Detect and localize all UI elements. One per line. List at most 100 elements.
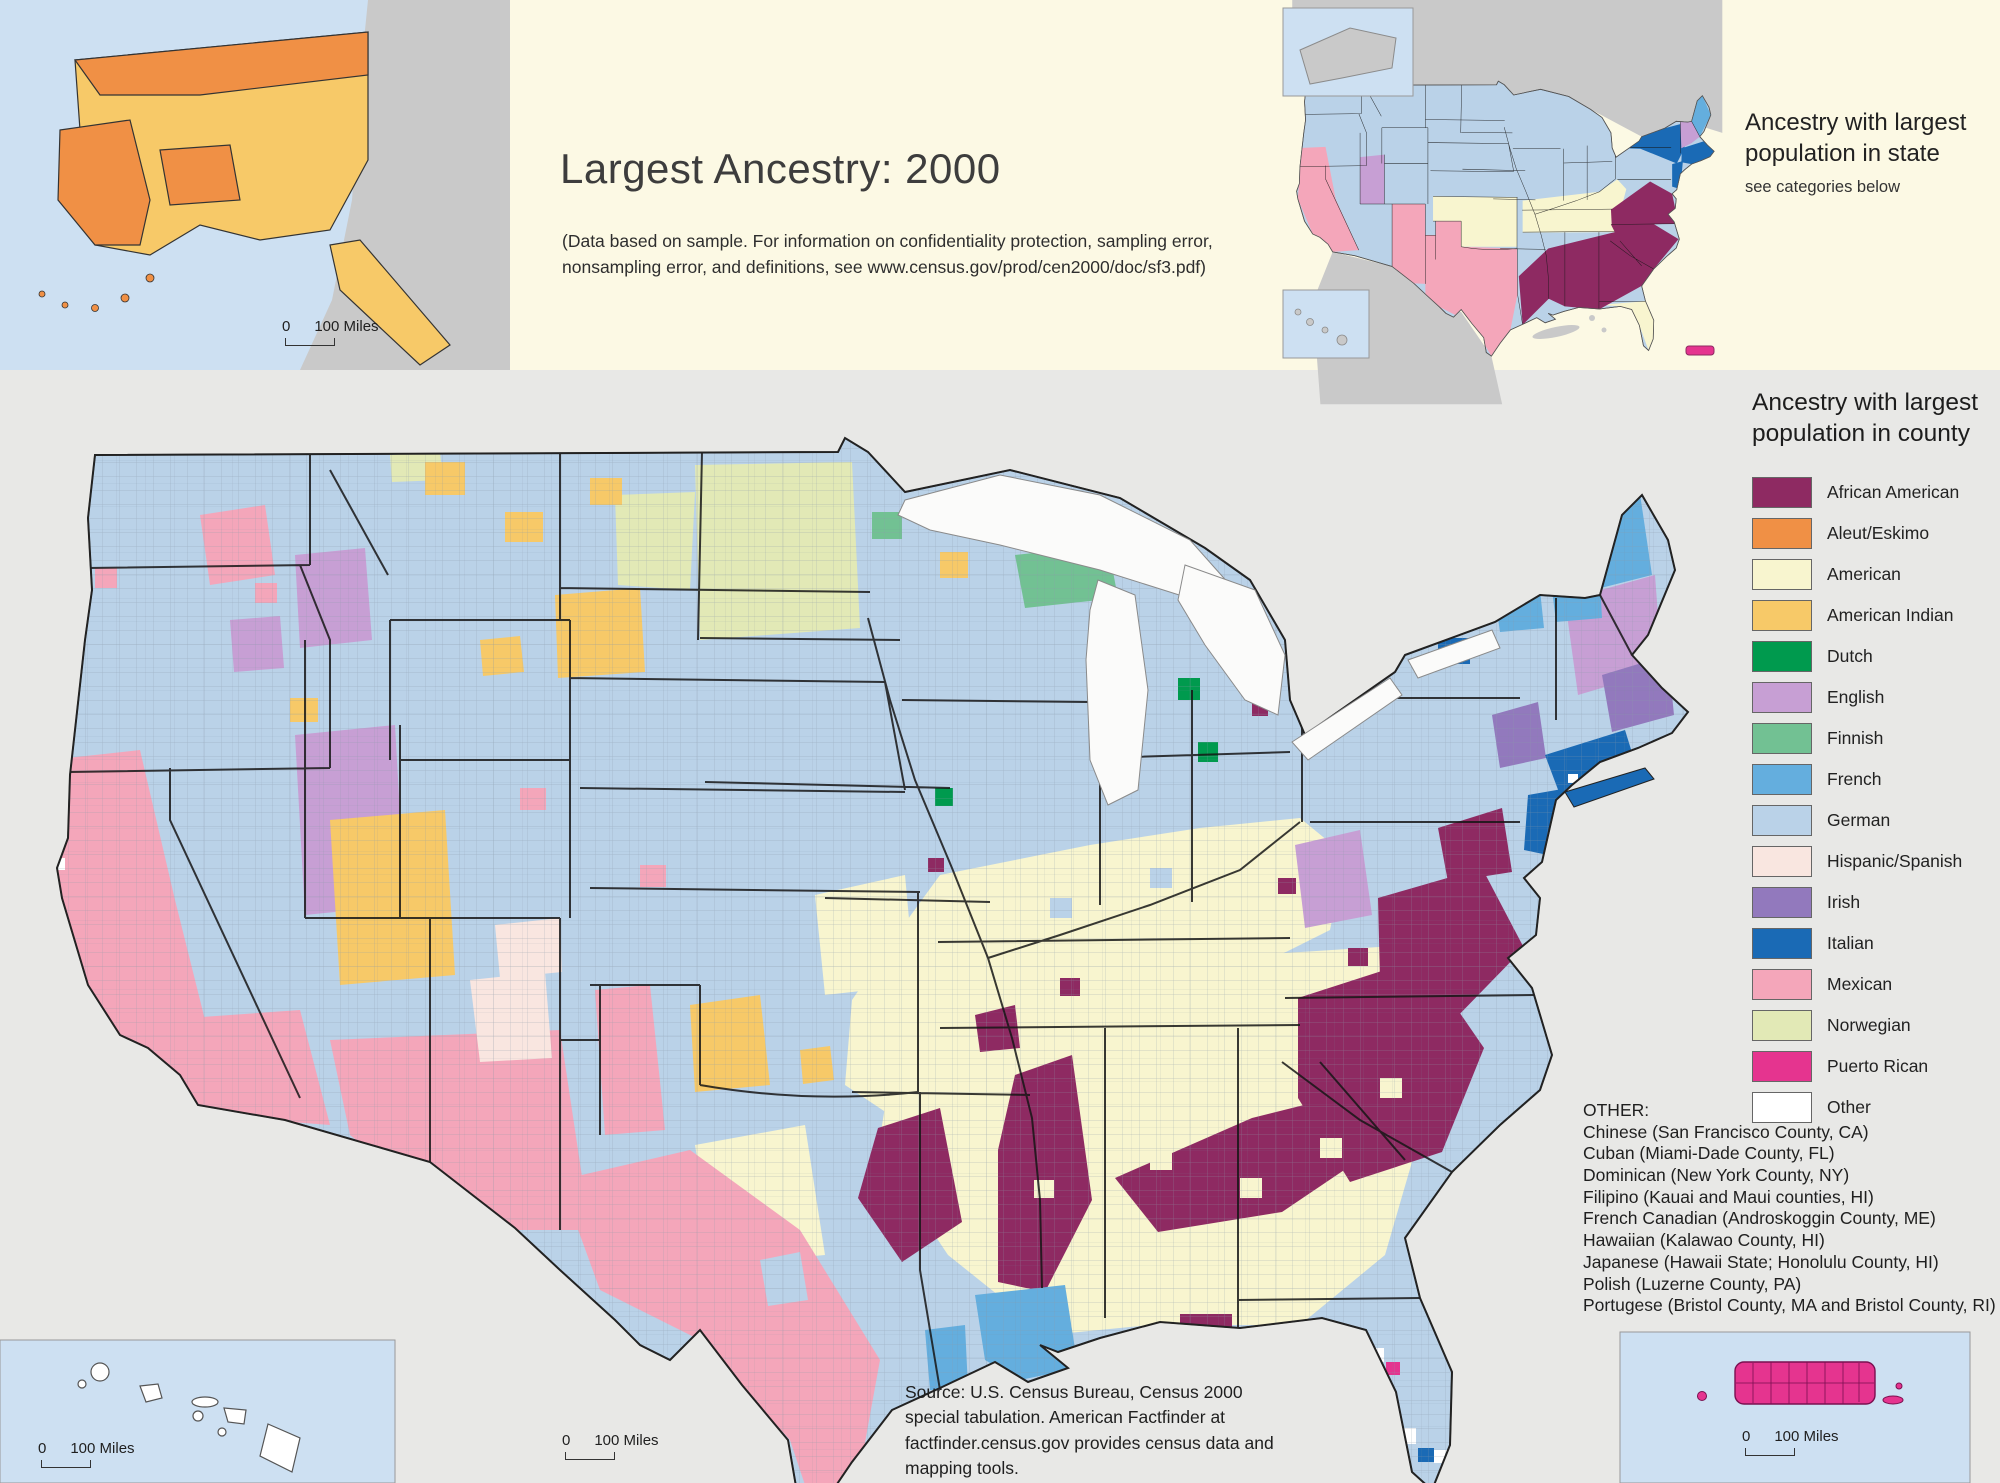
scale-miles: 100 Miles: [70, 1440, 135, 1457]
other-note-line: Filipino (Kauai and Maui counties, HI): [1583, 1186, 1874, 1207]
other-note-line: Portugese (Bristol County, MA and Bristo…: [1583, 1295, 1996, 1316]
legend-entry: Hispanic/Spanish: [1752, 841, 1998, 882]
legend-label: Aleut/Eskimo: [1827, 522, 1930, 543]
lake-erie: [1291, 677, 1403, 761]
legend-entry: Italian: [1752, 923, 1998, 964]
scale-tick: [565, 1452, 615, 1460]
legend-entry: Aleut/Eskimo: [1752, 513, 1998, 554]
county-legend-entries: African American Aleut/Eskimo American A…: [1752, 472, 1998, 1128]
other-note-heading: OTHER:: [1583, 1100, 1650, 1120]
state-level-mini-map: [1282, 0, 1723, 405]
great-lakes: [897, 474, 1501, 806]
legend-swatch: [1752, 517, 1812, 549]
legend-label: Mexican: [1827, 973, 1893, 994]
legend-swatch: [1752, 1091, 1812, 1123]
scale-tick: [1745, 1448, 1795, 1456]
legend-label: Irish: [1827, 891, 1861, 912]
puerto-rico-islets: [1697, 1382, 1904, 1405]
legend-entry: German: [1752, 800, 1998, 841]
legend-label: African American: [1827, 481, 1960, 502]
lake-ontario: [1407, 629, 1501, 679]
scale-zero: 0: [562, 1432, 571, 1449]
alaska-north-slope: [73, 31, 369, 96]
legend-entry: Irish: [1752, 882, 1998, 923]
legend-swatch: [1752, 640, 1812, 672]
hawaii-inset-map: [0, 1339, 396, 1483]
scale-bar-main: 0 100 Miles: [562, 1432, 659, 1460]
other-note-line: Japanese (Hawaii State; Honolulu County,…: [1583, 1251, 1939, 1272]
legend-label: Dutch: [1827, 645, 1873, 666]
legend-label: American: [1827, 563, 1901, 584]
legend-swatch: [1752, 1050, 1812, 1082]
page-title: Largest Ancestry: 2000: [560, 145, 1001, 192]
legend-label: Norwegian: [1827, 1014, 1911, 1035]
legend-entry: Finnish: [1752, 718, 1998, 759]
scale-bar-puerto-rico: 0 100 Miles: [1742, 1428, 1839, 1456]
mini-alaska: [1299, 27, 1397, 85]
scale-tick: [285, 338, 335, 346]
legend-swatch: [1752, 968, 1812, 1000]
legend-swatch: [1752, 886, 1812, 918]
legend-entry: American: [1752, 554, 1998, 595]
legend-label: Hispanic/Spanish: [1827, 850, 1963, 871]
other-note-line: French Canadian (Androskoggin County, ME…: [1583, 1208, 1936, 1229]
lake-michigan: [1085, 579, 1149, 806]
scale-bar-alaska: 0 100 Miles: [282, 318, 379, 346]
legend-swatch: [1752, 476, 1812, 508]
aleutian-islands: [38, 273, 155, 312]
hawaii-islands: [77, 1362, 301, 1473]
legend-entry: French: [1752, 759, 1998, 800]
legend-entry: Dutch: [1752, 636, 1998, 677]
legend-label: Italian: [1827, 932, 1874, 953]
scale-miles: 100 Miles: [1774, 1428, 1839, 1445]
puerto-rico-county-lines: [1736, 1362, 1874, 1404]
county-legend-title: Ancestry with largest population in coun…: [1752, 389, 1979, 447]
legend-label: French: [1827, 768, 1882, 789]
lake-huron: [1177, 564, 1286, 716]
legend-entry: Puerto Rican: [1752, 1046, 1998, 1087]
other-note-lines: Chinese (San Francisco County, CA) Cuban…: [1583, 1122, 2000, 1317]
legend-label: German: [1827, 809, 1891, 830]
state-map-caption: Ancestry with largest population in stat…: [1745, 109, 1967, 167]
county-legend: Ancestry with largest population in coun…: [1752, 388, 1998, 1128]
legend-swatch: [1752, 927, 1812, 959]
scale-miles: 100 Miles: [594, 1432, 659, 1449]
legend-swatch: [1752, 1009, 1812, 1041]
legend-swatch: [1752, 845, 1812, 877]
legend-swatch: [1752, 558, 1812, 590]
mini-hawaii: [1294, 308, 1348, 346]
legend-label: American Indian: [1827, 604, 1954, 625]
legend-label: Finnish: [1827, 727, 1884, 748]
other-note-line: Polish (Luzerne County, PA): [1583, 1273, 1802, 1294]
legend-swatch: [1752, 599, 1812, 631]
legend-label: English: [1827, 686, 1885, 707]
mini-puerto-rico: [1685, 345, 1715, 356]
scale-zero: 0: [38, 1440, 47, 1457]
long-island: [1564, 767, 1655, 808]
legend-label: Other: [1827, 1096, 1871, 1117]
scale-zero: 0: [1742, 1428, 1751, 1445]
legend-swatch: [1752, 763, 1812, 795]
state-map-subcaption: see categories below: [1745, 178, 1901, 196]
legend-swatch: [1752, 804, 1812, 836]
scale-zero: 0: [282, 318, 291, 335]
legend-entry: English: [1752, 677, 1998, 718]
legend-entry: African American: [1752, 472, 1998, 513]
other-note-line: Hawaiian (Kalawao County, HI): [1583, 1230, 1825, 1251]
mini-hawaii-box: [1282, 289, 1370, 359]
source-note: Source: U.S. Census Bureau, Census 2000 …: [905, 1382, 1274, 1479]
legend-swatch: [1752, 722, 1812, 754]
scale-tick: [41, 1460, 91, 1468]
puerto-rico-inset-map: [1619, 1331, 1971, 1483]
other-note-line: Cuban (Miami-Dade County, FL): [1583, 1143, 1835, 1164]
alaska-inset-map: [38, 0, 510, 370]
other-note-line: Chinese (San Francisco County, CA): [1583, 1121, 1869, 1142]
other-ancestries-note: OTHER: Chinese (San Francisco County, CA…: [1583, 1100, 2000, 1317]
legend-entry: Norwegian: [1752, 1005, 1998, 1046]
scale-bar-hawaii: 0 100 Miles: [38, 1440, 135, 1468]
legend-entry: American Indian: [1752, 595, 1998, 636]
scale-miles: 100 Miles: [314, 318, 379, 335]
legend-label: Puerto Rican: [1827, 1055, 1929, 1076]
